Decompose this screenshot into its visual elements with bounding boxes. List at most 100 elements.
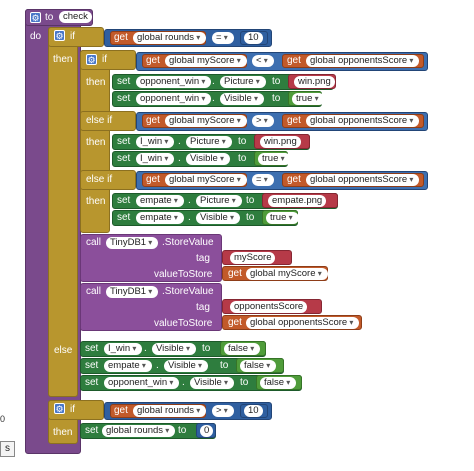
- opponentsscore-variable-dropdown[interactable]: global opponentsScore: [306, 55, 420, 67]
- to-label: to: [240, 377, 249, 388]
- component-dropdown[interactable]: I_win: [136, 153, 175, 165]
- greater-than-operator-dropdown[interactable]: >: [212, 405, 234, 417]
- tag-label: tag: [196, 302, 210, 313]
- boolean-dropdown[interactable]: true: [292, 93, 325, 105]
- tinydb-component-dropdown[interactable]: TinyDB1: [106, 286, 159, 298]
- dot-label: .: [178, 153, 181, 164]
- dot-label: .: [182, 377, 185, 388]
- component-dropdown[interactable]: opponent_win: [136, 93, 212, 105]
- get-label: get: [114, 405, 128, 416]
- component-dropdown[interactable]: I_win: [104, 343, 143, 355]
- procedure-gear-icon[interactable]: ⚙: [30, 12, 41, 23]
- myscore-variable-dropdown[interactable]: global myScore: [165, 115, 247, 127]
- get-label: get: [228, 317, 242, 328]
- to-label: to: [246, 195, 255, 206]
- inner-if-gear-icon[interactable]: ⚙: [86, 54, 97, 65]
- procedure-name-field[interactable]: check: [59, 11, 92, 23]
- property-dropdown[interactable]: Visible: [164, 360, 209, 372]
- else-if-label: else if: [86, 174, 113, 185]
- dot-label: .: [156, 360, 159, 371]
- component-dropdown[interactable]: empate: [104, 360, 152, 372]
- opponentsscore-variable-dropdown[interactable]: global opponentsScore: [306, 174, 420, 186]
- to-label: to: [220, 360, 229, 371]
- else-if-label: else if: [86, 115, 113, 126]
- equals-operator-dropdown[interactable]: =: [212, 32, 234, 44]
- tinydb-component-dropdown[interactable]: TinyDB1: [106, 237, 159, 249]
- set-label: set: [117, 93, 131, 104]
- set-label: set: [117, 76, 131, 87]
- property-dropdown[interactable]: Visible: [152, 343, 197, 355]
- boolean-dropdown[interactable]: false: [260, 377, 297, 389]
- boolean-dropdown[interactable]: false: [240, 360, 277, 372]
- if-label: if: [70, 31, 75, 42]
- equals-operator-dropdown[interactable]: =: [252, 174, 274, 186]
- number-10-field[interactable]: 10: [244, 405, 263, 417]
- property-dropdown[interactable]: Visible: [196, 212, 241, 224]
- property-dropdown[interactable]: Picture: [220, 76, 266, 88]
- boolean-dropdown[interactable]: true: [258, 153, 291, 165]
- dot-label: .: [188, 212, 191, 223]
- tag-value-field[interactable]: myScore: [230, 252, 276, 264]
- opponentsscore-variable-dropdown[interactable]: global opponentsScore: [246, 317, 360, 329]
- procedure-to-label: to: [45, 12, 54, 23]
- property-dropdown[interactable]: Visible: [186, 153, 231, 165]
- to-label: to: [202, 343, 211, 354]
- get-label: get: [228, 268, 242, 279]
- dot-label: .: [188, 195, 191, 206]
- dot-label: .: [144, 343, 147, 354]
- component-dropdown[interactable]: opponent_win: [136, 76, 212, 88]
- to-label: to: [238, 136, 247, 147]
- tag-value-field[interactable]: opponentsScore: [230, 301, 308, 313]
- get-label: get: [146, 174, 160, 185]
- else-label: else: [54, 345, 73, 356]
- valuetostore-label: valueToStore: [154, 269, 213, 280]
- rounds-variable-dropdown[interactable]: global rounds: [102, 425, 176, 437]
- dot-label: .: [212, 76, 215, 87]
- final-if-gear-icon[interactable]: ⚙: [54, 403, 65, 414]
- component-dropdown[interactable]: opponent_win: [104, 377, 180, 389]
- else-if-row[interactable]: [80, 170, 136, 190]
- string-value-field[interactable]: win.png: [260, 136, 301, 148]
- component-dropdown[interactable]: empate: [136, 212, 184, 224]
- to-label: to: [272, 93, 281, 104]
- component-dropdown[interactable]: empate: [136, 195, 184, 207]
- property-dropdown[interactable]: Picture: [186, 136, 232, 148]
- component-dropdown[interactable]: I_win: [136, 136, 175, 148]
- inner-if-label: if: [102, 54, 107, 65]
- boolean-dropdown[interactable]: false: [224, 343, 261, 355]
- get-label: get: [287, 55, 301, 66]
- boolean-dropdown[interactable]: true: [266, 212, 299, 224]
- property-dropdown[interactable]: Visible: [190, 377, 235, 389]
- storevalue-method-label: .StoreValue: [162, 286, 214, 297]
- string-value-field[interactable]: win.png: [294, 76, 335, 88]
- if-rounds-block[interactable]: [48, 27, 78, 397]
- myscore-variable-dropdown[interactable]: global myScore: [165, 55, 247, 67]
- rounds-variable-dropdown[interactable]: global rounds: [133, 32, 207, 44]
- number-10-field[interactable]: 10: [244, 32, 263, 44]
- property-dropdown[interactable]: Picture: [196, 195, 242, 207]
- dot-label: .: [178, 136, 181, 147]
- side-s-button[interactable]: s: [0, 441, 15, 457]
- myscore-variable-dropdown[interactable]: global myScore: [165, 174, 247, 186]
- if-label: if: [70, 404, 75, 415]
- to-label: to: [178, 425, 187, 436]
- side-zero-text: 0: [0, 414, 6, 424]
- if-score-block[interactable]: [80, 50, 110, 233]
- then-label: then: [86, 196, 106, 207]
- get-label: get: [287, 174, 301, 185]
- then-label: then: [86, 137, 106, 148]
- myscore-variable-dropdown[interactable]: global myScore: [246, 268, 328, 280]
- then-label: then: [53, 427, 73, 438]
- else-if-row[interactable]: [80, 111, 136, 131]
- rounds-variable-dropdown[interactable]: global rounds: [133, 405, 207, 417]
- if-gear-icon[interactable]: ⚙: [54, 30, 65, 41]
- greater-than-operator-dropdown[interactable]: >: [252, 115, 274, 127]
- opponentsscore-variable-dropdown[interactable]: global opponentsScore: [306, 115, 420, 127]
- set-label: set: [85, 343, 99, 354]
- property-dropdown[interactable]: Visible: [220, 93, 265, 105]
- less-than-operator-dropdown[interactable]: <: [252, 55, 274, 67]
- to-label: to: [238, 153, 247, 164]
- call-label: call: [86, 286, 102, 297]
- string-value-field[interactable]: empate.png: [268, 195, 327, 207]
- number-0-field[interactable]: 0: [200, 425, 214, 437]
